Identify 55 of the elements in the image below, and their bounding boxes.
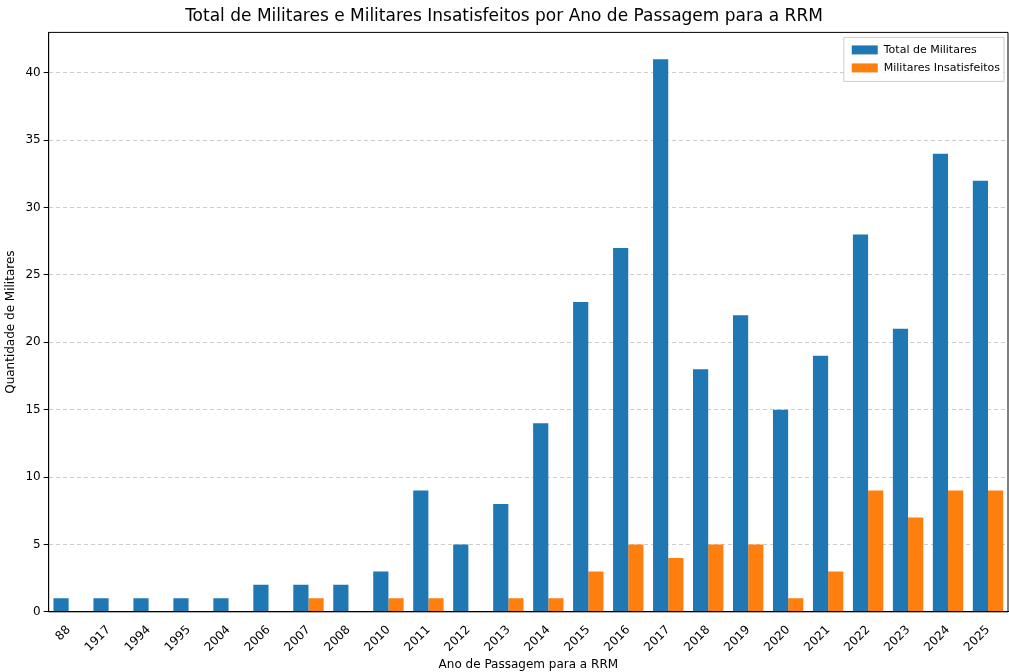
bar [972,180,989,612]
bar [852,234,869,612]
y-tick-label: 25 [25,267,41,282]
y-tick-label: 20 [25,334,41,349]
bar [932,153,949,612]
bar [812,355,829,612]
bar [453,544,469,612]
bar [213,598,229,612]
bar [748,544,764,612]
bar [772,409,789,612]
y-tick-label: 0 [33,603,41,618]
y-tick-label: 10 [25,469,41,484]
bar [732,315,749,612]
bar [308,598,324,612]
y-tick-label: 35 [25,132,41,147]
bar [133,598,149,612]
bar [493,504,509,612]
y-axis-title: Quantidade de Militares [3,250,18,394]
bar [908,517,924,612]
bar [93,598,109,612]
bar [868,490,884,612]
y-tick-label: 40 [25,64,41,79]
bar [653,59,669,612]
bar [333,584,349,612]
chart-title: Total de Militares e Militares Insatisfeitos por Ano de Passagem para a RRM [184,4,823,25]
bar [508,598,524,612]
y-tick-label: 30 [25,199,41,214]
bar [892,328,909,612]
bar [573,301,589,612]
bar [533,423,549,612]
bar [53,598,69,612]
bar [693,369,709,612]
legend-label: Militares Insatisfeitos [883,61,1001,75]
bar [788,598,804,612]
legend-label: Total de Militares [882,43,977,57]
bar [548,598,564,612]
bar [293,584,309,612]
bar [628,544,644,612]
bar [988,490,1004,612]
bar [253,584,269,612]
y-tick-label: 15 [25,401,41,416]
y-tick-label: 5 [33,536,41,551]
bar [413,490,429,612]
bar [613,248,629,612]
bar [428,598,444,612]
bar [668,557,684,612]
bar [708,544,724,612]
bar [388,598,404,612]
bar [948,490,964,612]
x-axis-title: Ano de Passagem para a RRM [438,656,619,671]
bar [373,571,389,612]
bar [173,598,189,612]
bar [828,571,844,612]
bar [588,571,604,612]
x-tick-label: 88 [52,622,73,644]
